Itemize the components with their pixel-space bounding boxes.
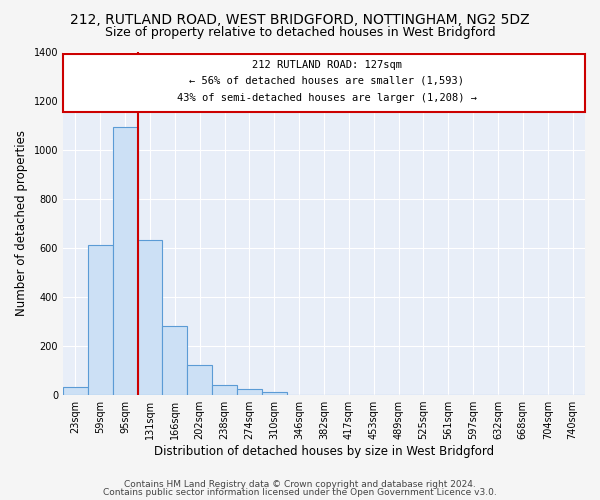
FancyBboxPatch shape [63, 54, 585, 112]
Text: 43% of semi-detached houses are larger (1,208) →: 43% of semi-detached houses are larger (… [176, 93, 476, 103]
Text: Contains HM Land Registry data © Crown copyright and database right 2024.: Contains HM Land Registry data © Crown c… [124, 480, 476, 489]
Bar [113, 128, 137, 394]
Text: Contains public sector information licensed under the Open Government Licence v3: Contains public sector information licen… [103, 488, 497, 497]
Bar [237, 389, 262, 394]
X-axis label: Distribution of detached houses by size in West Bridgford: Distribution of detached houses by size … [154, 444, 494, 458]
Text: ← 56% of detached houses are smaller (1,593): ← 56% of detached houses are smaller (1,… [189, 76, 464, 86]
Bar [63, 387, 88, 394]
Text: 212, RUTLAND ROAD, WEST BRIDGFORD, NOTTINGHAM, NG2 5DZ: 212, RUTLAND ROAD, WEST BRIDGFORD, NOTTI… [70, 12, 530, 26]
Y-axis label: Number of detached properties: Number of detached properties [15, 130, 28, 316]
Bar [88, 245, 113, 394]
Bar [262, 392, 287, 394]
Text: Size of property relative to detached houses in West Bridgford: Size of property relative to detached ho… [104, 26, 496, 39]
Bar [163, 326, 187, 394]
Text: 212 RUTLAND ROAD: 127sqm: 212 RUTLAND ROAD: 127sqm [251, 60, 401, 70]
Bar [212, 385, 237, 394]
Bar [187, 365, 212, 394]
Bar [137, 240, 163, 394]
